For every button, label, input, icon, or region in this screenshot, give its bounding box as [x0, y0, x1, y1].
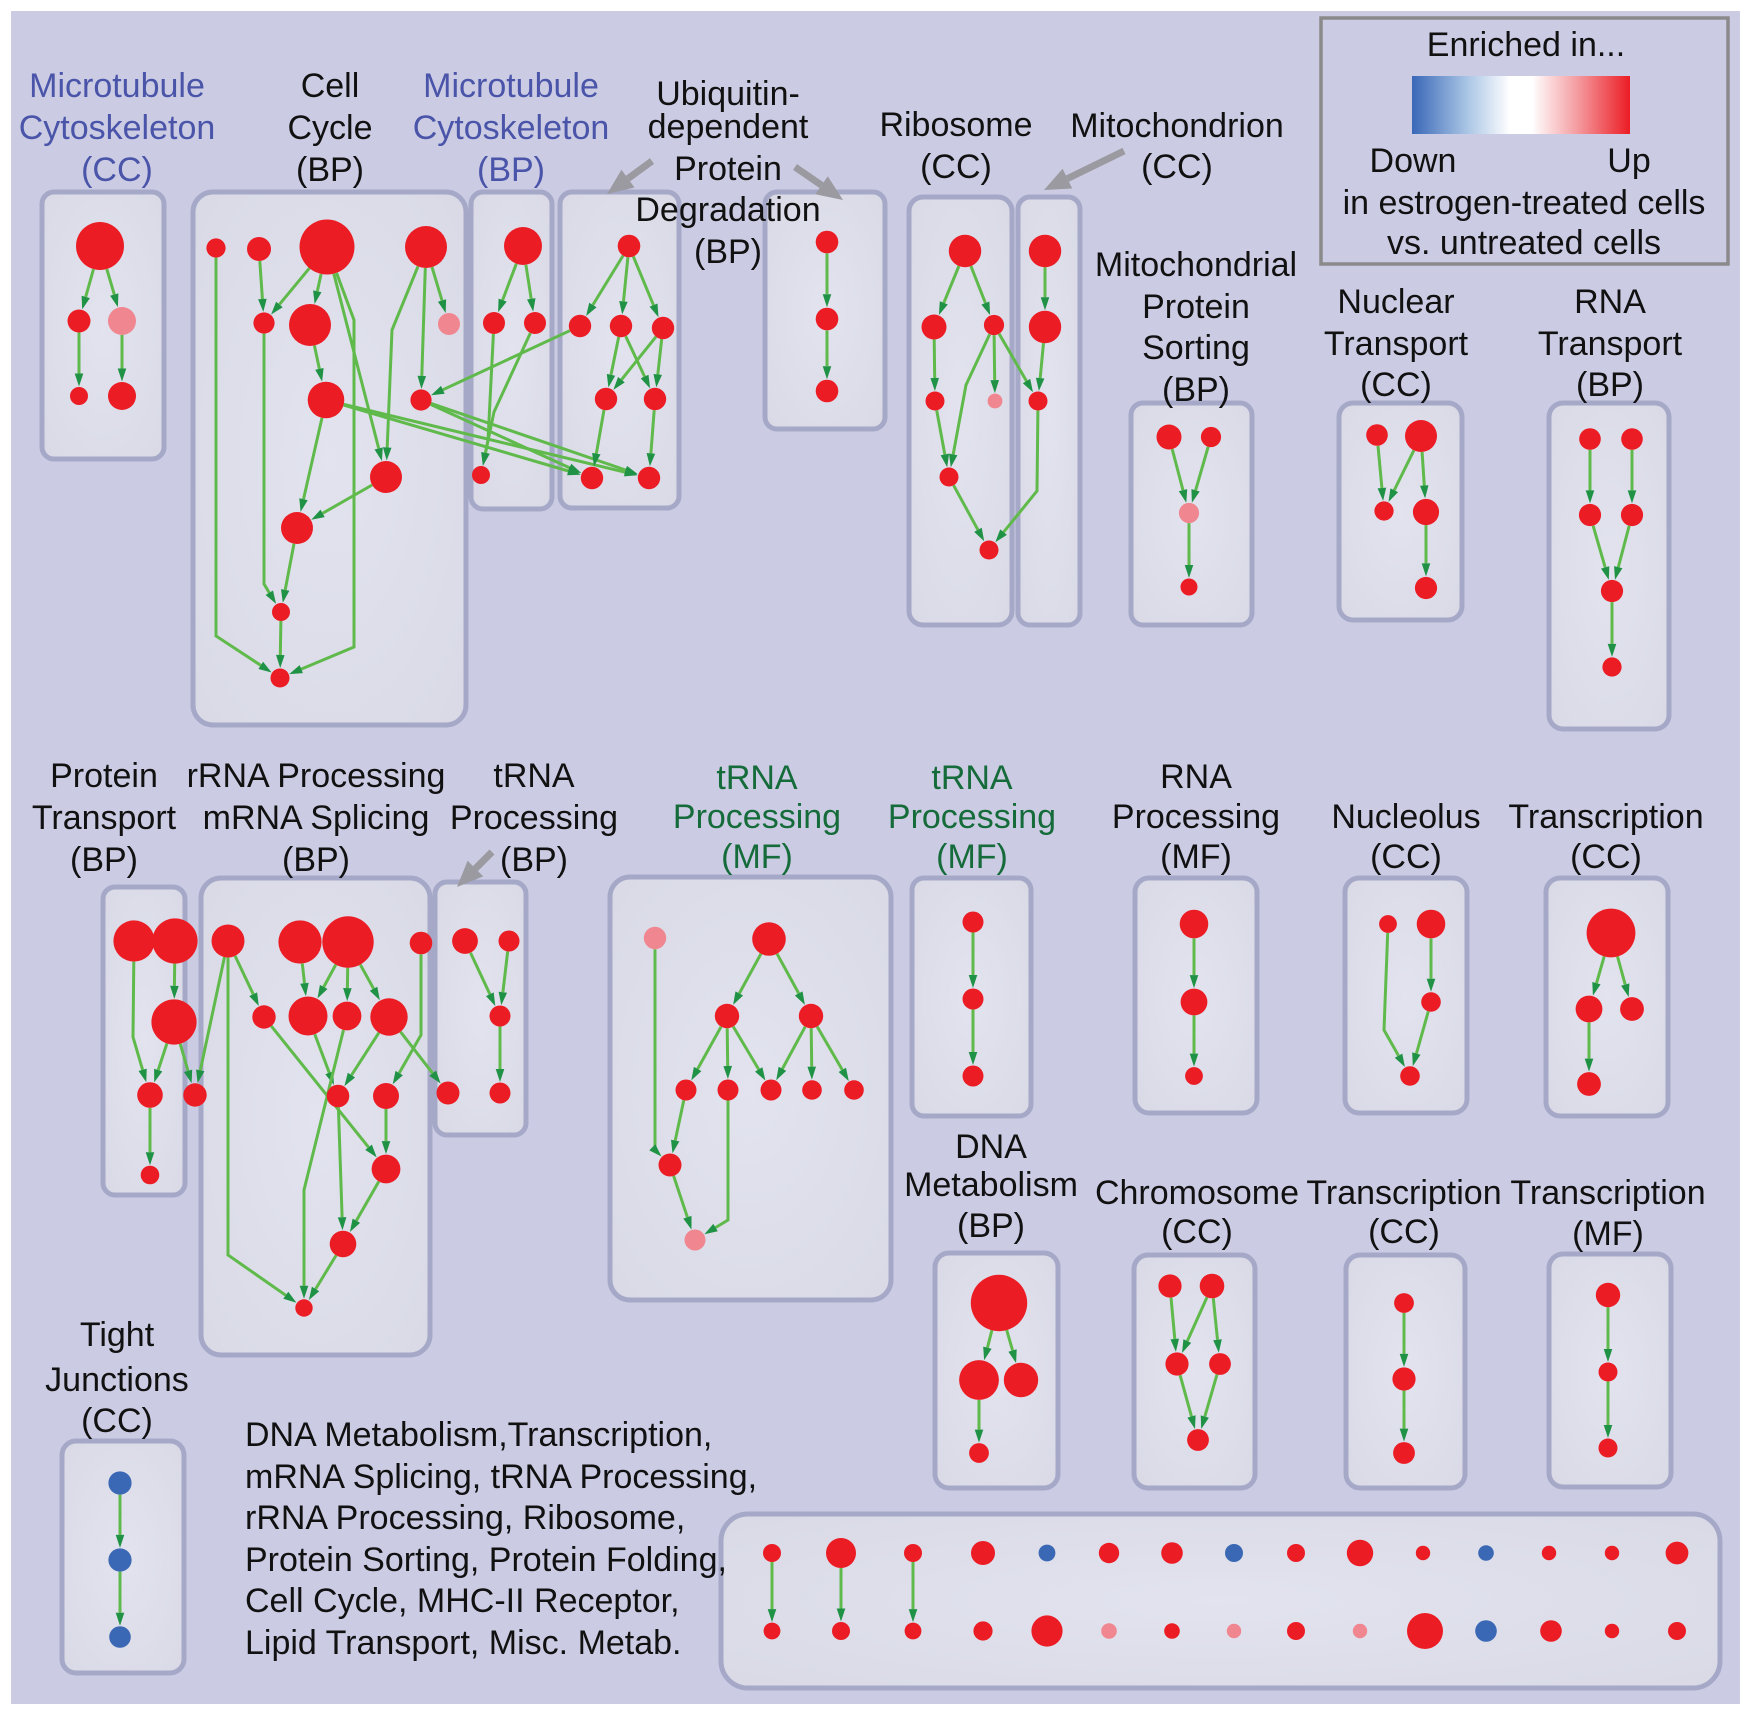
svg-text:(MF): (MF): [1160, 838, 1232, 876]
svg-text:Mitochondrion: Mitochondrion: [1070, 107, 1284, 145]
svg-text:(CC): (CC): [81, 1402, 153, 1440]
svg-text:RNA: RNA: [1574, 283, 1646, 321]
svg-text:Mitochondrial: Mitochondrial: [1095, 246, 1297, 284]
svg-text:Processing: Processing: [1112, 798, 1280, 836]
svg-text:(MF): (MF): [1572, 1215, 1644, 1253]
svg-text:Up: Up: [1607, 142, 1650, 180]
svg-text:Sorting: Sorting: [1142, 329, 1250, 367]
svg-text:(CC): (CC): [81, 151, 153, 189]
svg-text:rRNA Processing, Ribosome,: rRNA Processing, Ribosome,: [245, 1499, 685, 1537]
svg-text:(BP): (BP): [1576, 366, 1644, 404]
svg-text:(BP): (BP): [477, 151, 545, 189]
svg-text:(BP): (BP): [282, 841, 350, 879]
svg-text:Cell: Cell: [301, 67, 360, 105]
svg-text:Microtubule: Microtubule: [423, 67, 599, 105]
svg-text:Junctions: Junctions: [45, 1361, 189, 1399]
svg-text:(CC): (CC): [1368, 1213, 1440, 1251]
svg-text:vs. untreated cells: vs. untreated cells: [1387, 224, 1661, 262]
svg-text:Protein: Protein: [50, 757, 158, 795]
svg-text:rRNA Processing: rRNA Processing: [187, 757, 446, 795]
svg-text:mRNA Splicing: mRNA Splicing: [203, 799, 430, 837]
svg-text:RNA: RNA: [1160, 758, 1232, 796]
svg-text:(CC): (CC): [1161, 1213, 1233, 1251]
svg-text:dependent: dependent: [648, 108, 809, 146]
svg-text:(BP): (BP): [70, 841, 138, 879]
svg-text:(CC): (CC): [1570, 838, 1642, 876]
svg-text:Processing: Processing: [673, 798, 841, 836]
svg-text:(CC): (CC): [1141, 148, 1213, 186]
svg-text:Transport: Transport: [32, 799, 177, 837]
svg-text:tRNA: tRNA: [931, 759, 1013, 797]
svg-text:Transport: Transport: [1324, 325, 1469, 363]
svg-text:Ribosome: Ribosome: [879, 106, 1032, 144]
svg-text:Degradation: Degradation: [635, 191, 820, 229]
svg-text:(BP): (BP): [694, 233, 762, 271]
svg-text:(CC): (CC): [1360, 366, 1432, 404]
svg-text:Protein: Protein: [674, 150, 782, 188]
svg-text:Chromosome: Chromosome: [1095, 1174, 1299, 1212]
svg-text:Down: Down: [1370, 142, 1457, 180]
svg-text:in estrogen-treated cells: in estrogen-treated cells: [1343, 184, 1706, 222]
svg-text:Cytoskeleton: Cytoskeleton: [413, 109, 610, 147]
svg-text:(BP): (BP): [500, 841, 568, 879]
svg-text:DNA Metabolism,Transcription,: DNA Metabolism,Transcription,: [245, 1416, 712, 1454]
svg-text:Microtubule: Microtubule: [29, 67, 205, 105]
svg-text:Lipid Transport, Misc. Metab.: Lipid Transport, Misc. Metab.: [245, 1624, 682, 1662]
svg-text:Cytoskeleton: Cytoskeleton: [19, 109, 216, 147]
svg-text:Transport: Transport: [1538, 325, 1683, 363]
svg-text:Nucleolus: Nucleolus: [1331, 798, 1480, 836]
svg-text:mRNA Splicing, tRNA Processing: mRNA Splicing, tRNA Processing,: [245, 1458, 757, 1496]
svg-text:(BP): (BP): [957, 1207, 1025, 1245]
svg-text:Transcription: Transcription: [1306, 1174, 1501, 1212]
svg-text:(CC): (CC): [920, 148, 992, 186]
svg-text:Processing: Processing: [888, 798, 1056, 836]
svg-text:tRNA: tRNA: [493, 757, 575, 795]
svg-text:Cell Cycle, MHC-II Receptor,: Cell Cycle, MHC-II Receptor,: [245, 1582, 680, 1620]
svg-text:Tight: Tight: [80, 1316, 155, 1354]
svg-text:(BP): (BP): [1162, 371, 1230, 409]
svg-text:Cycle: Cycle: [287, 109, 372, 147]
svg-text:Transcription: Transcription: [1508, 798, 1703, 836]
svg-text:(CC): (CC): [1370, 838, 1442, 876]
svg-text:(BP): (BP): [296, 151, 364, 189]
svg-text:Transcription: Transcription: [1510, 1174, 1705, 1212]
svg-text:Protein: Protein: [1142, 288, 1250, 326]
svg-text:Metabolism: Metabolism: [904, 1166, 1078, 1204]
svg-text:DNA: DNA: [955, 1128, 1027, 1166]
svg-text:Ubiquitin-: Ubiquitin-: [656, 75, 800, 113]
svg-text:Protein Sorting, Protein Foldi: Protein Sorting, Protein Folding,: [245, 1541, 727, 1579]
svg-text:Enriched in...: Enriched in...: [1427, 26, 1625, 64]
svg-text:(MF): (MF): [936, 838, 1008, 876]
svg-text:tRNA: tRNA: [716, 759, 798, 797]
svg-text:Nuclear: Nuclear: [1337, 283, 1454, 321]
svg-text:Processing: Processing: [450, 799, 618, 837]
svg-text:(MF): (MF): [721, 838, 793, 876]
